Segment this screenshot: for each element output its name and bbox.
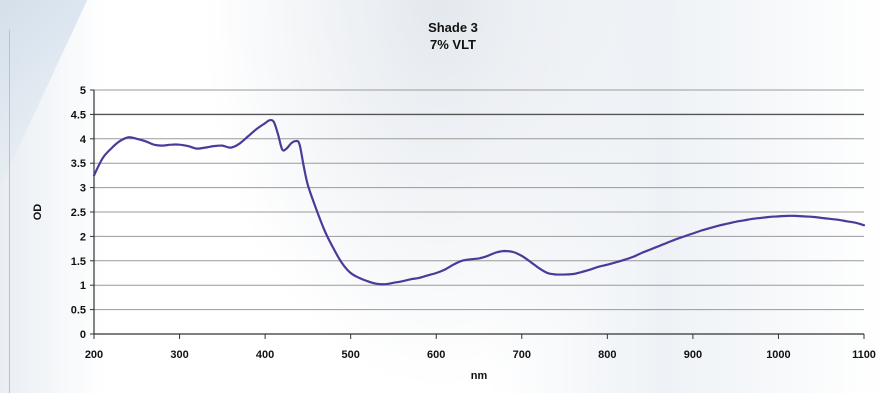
x-tick-label-6: 800 [598, 349, 616, 361]
x-axis-label: nm [471, 370, 488, 382]
y-tick-label-8: 4 [80, 134, 87, 146]
x-tick-label-9: 1100 [852, 349, 876, 361]
x-tick-labels: 200 300 400 500 600 700 800 900 1000 1100 [85, 334, 876, 361]
y-tick-label-10: 5 [80, 85, 86, 97]
x-tick-label-8: 1000 [766, 349, 790, 361]
x-tick-label-4: 600 [427, 349, 445, 361]
x-tick-label-1: 300 [170, 349, 188, 361]
y-tick-label-2: 1 [80, 280, 86, 292]
grid-lines [90, 89, 864, 335]
y-tick-label-7: 3.5 [71, 158, 86, 170]
y-tick-label-3: 1.5 [71, 256, 86, 268]
y-tick-labels: 0 0.5 1 1.5 2 2.5 3 3.5 4 4.5 5 [71, 85, 87, 341]
x-tick-label-2: 400 [256, 349, 274, 361]
frame-left-border [9, 30, 10, 393]
x-tick-label-0: 200 [85, 349, 103, 361]
y-axis-label: OD [32, 204, 44, 221]
od-series-line [92, 118, 866, 286]
x-tick-label-7: 900 [684, 349, 702, 361]
y-tick-label-9: 4.5 [71, 109, 86, 121]
chart-subtitle: 7% VLT [430, 37, 476, 52]
y-tick-label-0: 0 [80, 329, 86, 341]
y-tick-label-1: 0.5 [71, 305, 86, 317]
y-tick-label-6: 3 [80, 183, 86, 195]
chart-title: Shade 3 [428, 20, 478, 35]
x-tick-label-5: 700 [513, 349, 531, 361]
y-tick-label-4: 2 [80, 231, 86, 243]
x-tick-label-3: 500 [341, 349, 359, 361]
y-tick-label-5: 2.5 [71, 207, 86, 219]
